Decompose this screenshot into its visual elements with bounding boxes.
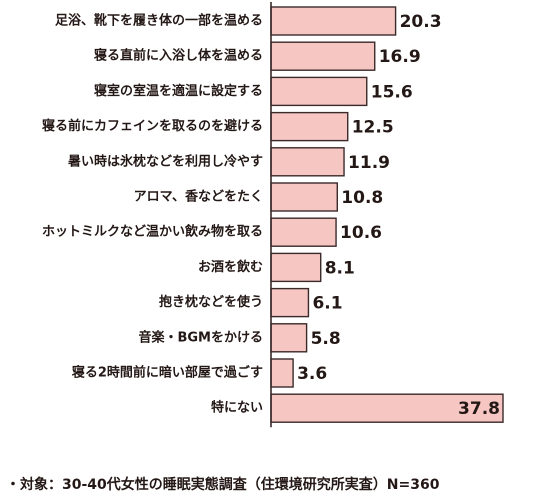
category-label: 寝室の室温を適温に設定する <box>94 83 263 99</box>
category-label: 音楽・BGMをかける <box>138 329 263 345</box>
value-label: 10.6 <box>340 223 382 243</box>
footnote: ・対象：30-40代女性の睡眠実態調査（住環境研究所実査）N=360 <box>6 477 440 493</box>
bar <box>270 287 310 318</box>
bar <box>270 217 337 247</box>
value-label: 3.6 <box>297 364 327 384</box>
category-label: 寝る2時間前に暗い部屋で過ごす <box>72 365 263 381</box>
bar <box>270 76 368 107</box>
bar <box>270 252 322 283</box>
value-label: 16.9 <box>379 47 421 67</box>
category-label: 寝る直前に入浴し体を温める <box>94 48 263 64</box>
bar <box>270 358 294 388</box>
category-label: 足浴、靴下を履き体の一部を温める <box>55 13 263 29</box>
category-label: お酒を飲む <box>198 259 263 275</box>
category-label: 特にない <box>211 400 263 416</box>
category-label: アロマ、香などをたく <box>134 189 263 205</box>
bar <box>270 147 345 177</box>
bar <box>270 6 397 36</box>
bar <box>270 323 308 353</box>
bar <box>270 182 338 212</box>
value-label: 15.6 <box>371 82 413 102</box>
value-label: 10.8 <box>341 188 383 208</box>
value-label: 11.9 <box>348 153 390 173</box>
bar <box>270 111 349 142</box>
category-label: 寝る前にカフェインを取るのを避ける <box>42 118 263 134</box>
value-label: 8.1 <box>325 258 355 278</box>
value-label: 37.8 <box>458 399 500 419</box>
value-label: 12.5 <box>352 118 394 138</box>
category-label: 抱き枕などを使う <box>159 294 263 310</box>
bar <box>270 41 376 71</box>
category-label: 暑い時は氷枕などを利用し冷やす <box>67 153 263 169</box>
value-label: 6.1 <box>312 294 342 314</box>
bar-chart: 足浴、靴下を履き体の一部を温める 20.3 寝る直前に入浴し体を温める 16.9 寝室の… <box>42 2 504 428</box>
value-label: 5.8 <box>311 329 341 349</box>
category-label: ホットミルクなど温かい飲み物を取る <box>42 224 263 240</box>
value-label: 20.3 <box>400 12 442 32</box>
